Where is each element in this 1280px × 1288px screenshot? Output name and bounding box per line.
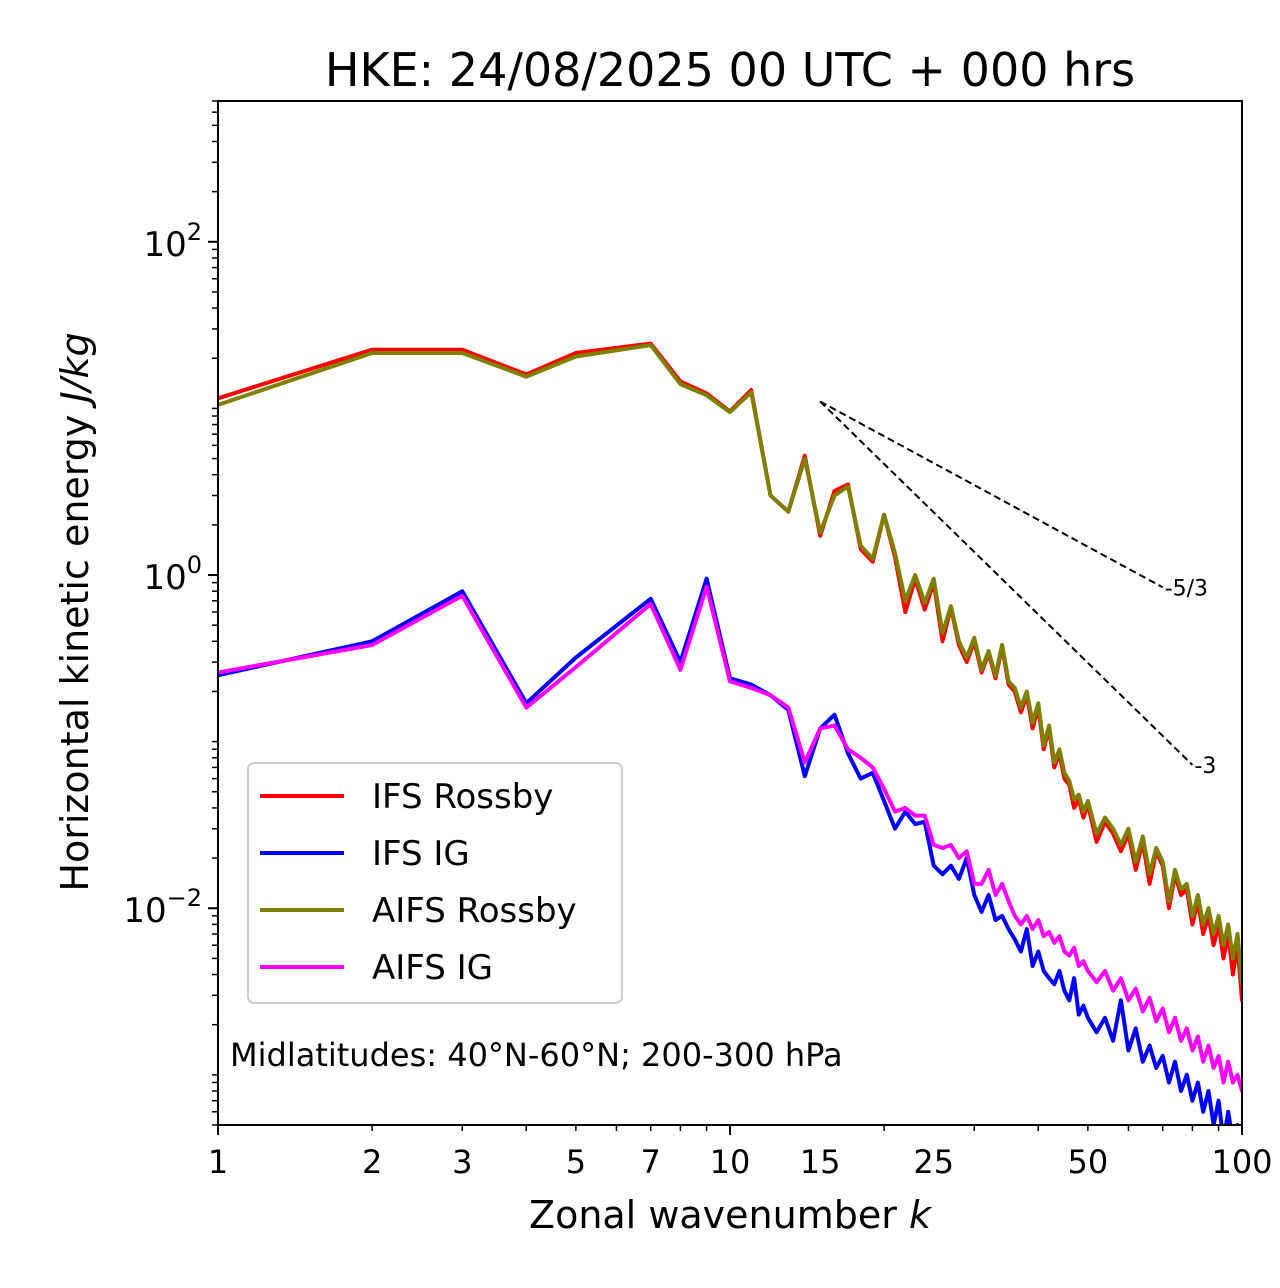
y-tick-exponent: 0 bbox=[187, 551, 202, 579]
x-tick-label-7: 7 bbox=[641, 1143, 661, 1181]
legend-label-ifs-rossby: IFS Rossby bbox=[372, 777, 553, 817]
legend-frame bbox=[247, 762, 623, 1004]
reference-lines: -5/3 -3 bbox=[819, 400, 1216, 779]
series-layer bbox=[218, 341, 1242, 1125]
chart-title: HKE: 24/08/2025 00 UTC + 000 hrs bbox=[325, 43, 1135, 97]
reference-slope-line-2 bbox=[819, 400, 1194, 766]
series-line-aifs-ig bbox=[218, 584, 1242, 1093]
reference-slope-label-2: -3 bbox=[1194, 754, 1216, 779]
x-axis-ticks: 1 2 3 5 7 10 15 25 50 100 bbox=[208, 1125, 1273, 1181]
legend-label-aifs-ig: AIFS IG bbox=[372, 948, 493, 988]
legend: IFS Rossby IFS IG AIFS Rossby AIFS IG bbox=[247, 762, 623, 1004]
x-tick-label-15: 15 bbox=[800, 1143, 841, 1181]
x-axis-label-symbol: k bbox=[909, 1193, 933, 1237]
region-annotation: Midlatitudes: 40°N-60°N; 200-300 hPa bbox=[230, 1036, 843, 1074]
y-axis-label: Horizontal kinetic energy J/kg bbox=[53, 332, 97, 891]
x-axis-label-text: Zonal wavenumber bbox=[529, 1193, 909, 1237]
y-tick-label-100: 102 bbox=[143, 218, 202, 265]
x-tick-label-10: 10 bbox=[710, 1143, 751, 1181]
x-tick-label-50: 50 bbox=[1068, 1143, 1109, 1181]
y-tick-base: 10 bbox=[143, 225, 186, 265]
legend-items: IFS Rossby IFS IG AIFS Rossby AIFS IG bbox=[260, 777, 577, 988]
x-tick-label-2: 2 bbox=[362, 1143, 382, 1181]
legend-label-ifs-ig: IFS IG bbox=[372, 834, 470, 874]
reference-slope-line-1 bbox=[819, 400, 1164, 589]
x-tick-label-100: 100 bbox=[1211, 1143, 1272, 1181]
legend-label-aifs-rossby: AIFS Rossby bbox=[372, 891, 577, 931]
y-tick-exponent: −2 bbox=[167, 884, 202, 912]
y-axis-label-text: Horizontal kinetic energy bbox=[53, 403, 97, 892]
reference-slope-label-1: -5/3 bbox=[1165, 576, 1208, 601]
y-tick-base: 10 bbox=[123, 891, 166, 931]
y-tick-label-0.01: 10−2 bbox=[123, 884, 202, 931]
x-tick-label-1: 1 bbox=[208, 1143, 228, 1181]
x-tick-label-25: 25 bbox=[913, 1143, 954, 1181]
series-line-aifs-rossby bbox=[218, 343, 1242, 987]
x-axis-label: Zonal wavenumber k bbox=[529, 1193, 933, 1237]
y-axis-label-unit: J/kg bbox=[53, 332, 97, 409]
x-tick-label-3: 3 bbox=[452, 1143, 472, 1181]
y-tick-exponent: 2 bbox=[187, 218, 202, 246]
series-line-ifs-ig bbox=[218, 576, 1240, 1125]
y-tick-label-1: 100 bbox=[143, 551, 202, 598]
x-tick-label-5: 5 bbox=[566, 1143, 586, 1181]
y-tick-base: 10 bbox=[143, 558, 186, 598]
